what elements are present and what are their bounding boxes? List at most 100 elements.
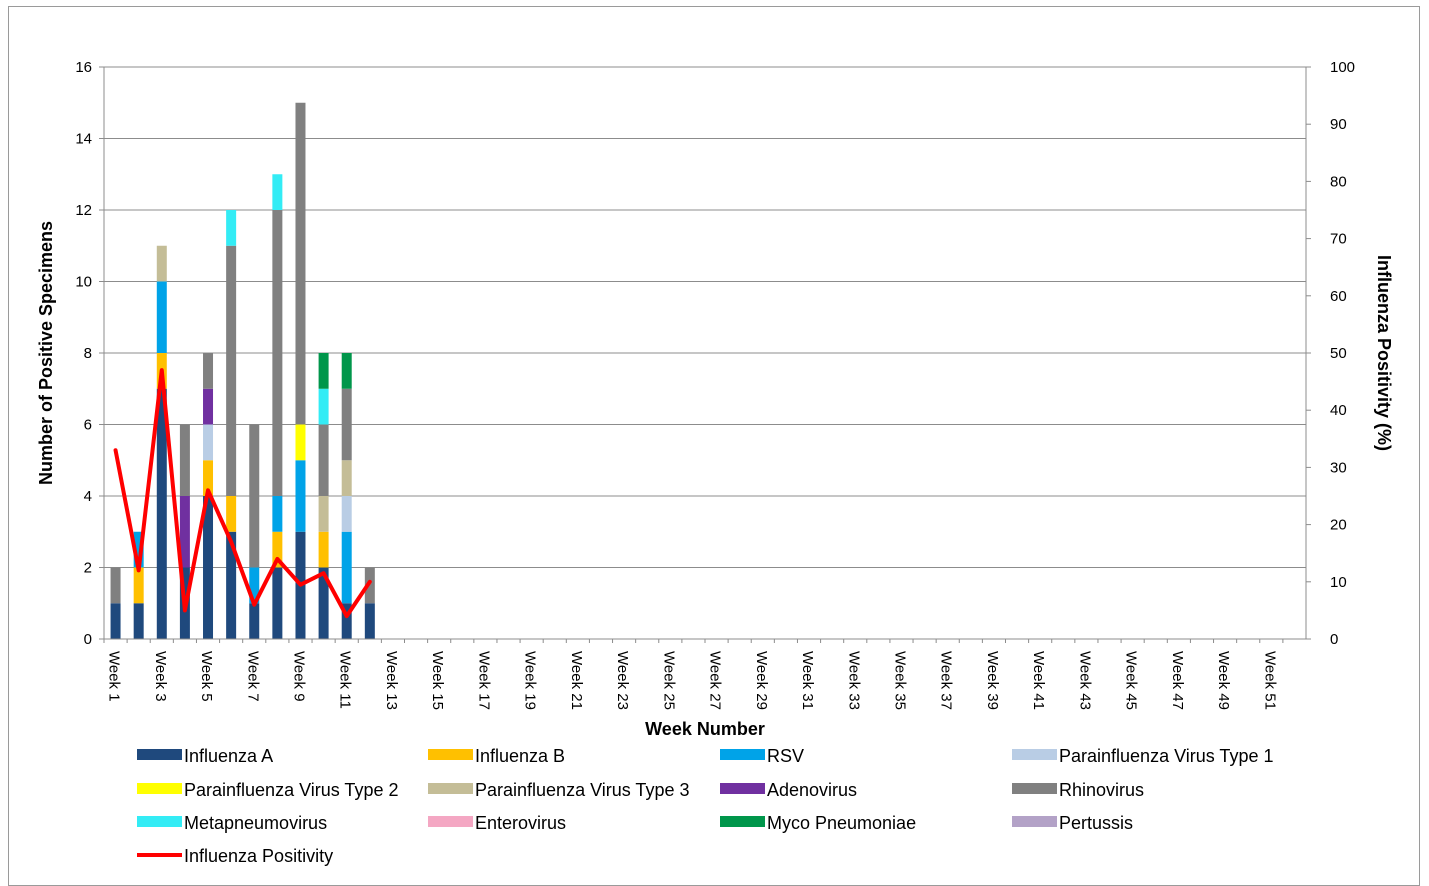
legend-label: Enterovirus bbox=[475, 813, 566, 833]
bar-segment bbox=[133, 603, 144, 639]
legend-item: RSV bbox=[720, 746, 804, 766]
bar-segment bbox=[179, 424, 190, 496]
y-tick-label: 4 bbox=[84, 488, 92, 505]
legend-swatch bbox=[720, 783, 765, 794]
x-tick-label: Week 43 bbox=[1076, 651, 1093, 710]
bar-segment bbox=[295, 424, 306, 461]
legend-item: Influenza B bbox=[428, 746, 565, 766]
bar-segment bbox=[179, 496, 190, 568]
positivity-line-layer bbox=[113, 368, 372, 619]
bar-segment bbox=[272, 210, 283, 496]
bar-segment bbox=[249, 424, 260, 568]
x-tick-label: Week 5 bbox=[198, 651, 215, 702]
x-tick-label: Week 15 bbox=[429, 651, 446, 710]
legend-label: Adenovirus bbox=[767, 780, 857, 800]
bar-segment bbox=[272, 496, 283, 532]
x-tick-label: Week 9 bbox=[290, 651, 307, 702]
x-tick-label: Week 41 bbox=[1030, 651, 1047, 710]
legend-label: Influenza A bbox=[184, 746, 273, 766]
bars bbox=[110, 102, 375, 639]
y-tick-label: 12 bbox=[75, 202, 92, 219]
x-tick-label: Week 31 bbox=[799, 651, 816, 710]
legend-item: Rhinovirus bbox=[1012, 780, 1144, 800]
bar-segment bbox=[156, 281, 167, 353]
y2-axis-title: Influenza Positivity (%) bbox=[1374, 255, 1394, 451]
bar-segment bbox=[341, 531, 352, 604]
gridlines bbox=[104, 66, 1306, 568]
bar-segment bbox=[249, 567, 260, 604]
bar-segment bbox=[318, 531, 329, 568]
x-tick-label: Week 27 bbox=[707, 651, 724, 710]
y-tick-label: 8 bbox=[84, 345, 92, 362]
influenza-positivity-line bbox=[113, 368, 372, 619]
bar-segment bbox=[272, 174, 283, 210]
legend: Influenza A Influenza B RSV Parainfluenza V… bbox=[137, 746, 1273, 866]
y2-tick-label: 10 bbox=[1330, 574, 1347, 591]
legend-label: Influenza Positivity bbox=[184, 846, 333, 866]
y-axis-title: Number of Positive Specimens bbox=[36, 221, 56, 485]
legend-item: Adenovirus bbox=[720, 780, 857, 800]
x-tick-label: Week 19 bbox=[522, 651, 539, 710]
x-tick-label: Week 1 bbox=[106, 651, 123, 702]
legend-label: Parainfluenza Virus Type 2 bbox=[184, 780, 398, 800]
legend-item: Parainfluenza Virus Type 1 bbox=[1012, 746, 1273, 766]
legend-item: Influenza A bbox=[137, 746, 273, 766]
legend-label: Parainfluenza Virus Type 3 bbox=[475, 780, 689, 800]
bar-segment bbox=[318, 388, 329, 425]
legend-item: Influenza Positivity bbox=[137, 846, 333, 866]
x-tick-label: Week 7 bbox=[244, 651, 261, 702]
bar-segment bbox=[341, 603, 352, 639]
bar-segment bbox=[203, 353, 214, 389]
x-tick-label: Week 49 bbox=[1215, 651, 1232, 710]
y2-tick-label: 40 bbox=[1330, 402, 1347, 419]
legend-swatch bbox=[137, 783, 182, 794]
bar-segment bbox=[341, 388, 352, 461]
x-tick-label: Week 3 bbox=[152, 651, 169, 702]
x-tick-label: Week 25 bbox=[660, 651, 677, 710]
legend-swatch bbox=[137, 749, 182, 760]
x-tick-label: Week 51 bbox=[1261, 651, 1278, 710]
bar-segment bbox=[133, 531, 144, 568]
bar-segment bbox=[272, 567, 283, 639]
axes: 0 2 4 6 8 10 12 14 16 0 10 20 30 40 50 60 70 80 90 100 Week … bbox=[75, 59, 1355, 710]
x-tick-label: Week 29 bbox=[753, 651, 770, 710]
legend-label: Parainfluenza Virus Type 1 bbox=[1059, 746, 1273, 766]
legend-swatch bbox=[1012, 749, 1057, 760]
bar-segment bbox=[133, 567, 144, 604]
x-tick-label: Week 23 bbox=[614, 651, 631, 710]
bar-segment bbox=[364, 603, 375, 639]
x-tick-label: Week 17 bbox=[475, 651, 492, 710]
legend-item: Metapneumovirus bbox=[137, 813, 327, 833]
bar-segment bbox=[226, 531, 237, 639]
legend-label: Rhinovirus bbox=[1059, 780, 1144, 800]
x-tick-label: Week 37 bbox=[938, 651, 955, 710]
bar-segment bbox=[203, 460, 214, 496]
y2-tick-label: 100 bbox=[1330, 59, 1355, 76]
x-tick-label: Week 21 bbox=[568, 651, 585, 710]
legend-swatch bbox=[428, 749, 473, 760]
bar-segment bbox=[318, 353, 329, 389]
bar-segment bbox=[110, 603, 121, 639]
bar-segment bbox=[249, 603, 260, 639]
y-tick-label: 6 bbox=[84, 417, 92, 434]
legend-swatch bbox=[720, 749, 765, 760]
bar-segment bbox=[318, 424, 329, 496]
legend-label: Pertussis bbox=[1059, 813, 1133, 833]
legend-item: Parainfluenza Virus Type 3 bbox=[428, 780, 689, 800]
bar-segment bbox=[318, 567, 329, 639]
y2-tick-label: 50 bbox=[1330, 345, 1347, 362]
bar-segment bbox=[341, 496, 352, 532]
legend-swatch bbox=[720, 816, 765, 827]
bar-segment bbox=[295, 102, 306, 425]
y-tick-label: 2 bbox=[84, 560, 92, 577]
x-tick-label: Week 45 bbox=[1123, 651, 1140, 710]
legend-label: RSV bbox=[767, 746, 804, 766]
bar-segment bbox=[226, 496, 237, 532]
y2-tick-label: 80 bbox=[1330, 173, 1347, 190]
legend-swatch bbox=[428, 816, 473, 827]
legend-item: Parainfluenza Virus Type 2 bbox=[137, 780, 398, 800]
x-tick-label: Week 35 bbox=[891, 651, 908, 710]
legend-label: Influenza B bbox=[475, 746, 565, 766]
x-tick-label: Week 13 bbox=[383, 651, 400, 710]
